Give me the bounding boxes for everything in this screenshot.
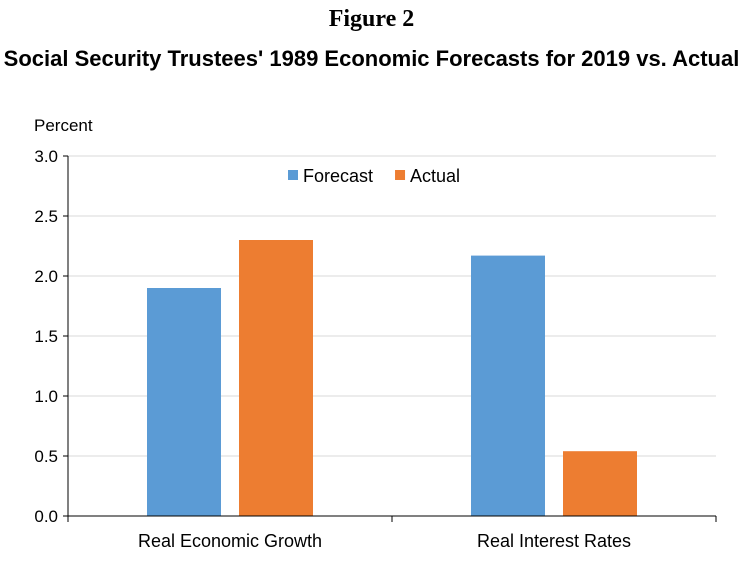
y-tick-label: 1.5	[34, 327, 58, 346]
legend-swatch	[288, 170, 298, 180]
category-label: Real Interest Rates	[477, 531, 631, 551]
bar-actual-1	[563, 451, 637, 516]
y-tick-label: 0.0	[34, 507, 58, 526]
axes	[67, 156, 717, 522]
y-tick-label: 2.5	[34, 207, 58, 226]
legend-entry: Actual	[410, 166, 460, 186]
bar-actual-0	[239, 240, 313, 516]
category-labels: Real Economic Growth Real Interest Rates	[138, 531, 631, 551]
y-tick-label: 0.5	[34, 447, 58, 466]
category-label: Real Economic Growth	[138, 531, 322, 551]
legend: Forecast Actual	[288, 166, 460, 186]
y-tick-label: 2.0	[34, 267, 58, 286]
y-tick-label: 3.0	[34, 147, 58, 166]
bars	[147, 240, 637, 516]
legend-entry: Forecast	[303, 166, 373, 186]
figure-label: Figure 2	[328, 6, 415, 32]
bar-forecast-1	[471, 255, 545, 516]
legend-swatch	[395, 170, 406, 180]
y-tick-label: 1.0	[34, 387, 58, 406]
chart-title: Social Security Trustees' 1989 Economic …	[3, 46, 740, 71]
bar-forecast-0	[147, 288, 221, 516]
y-axis-ticks: 0.0 0.5 1.0 1.5 2.0 2.5 3.0	[34, 147, 68, 526]
y-axis-label: Percent	[34, 116, 93, 135]
